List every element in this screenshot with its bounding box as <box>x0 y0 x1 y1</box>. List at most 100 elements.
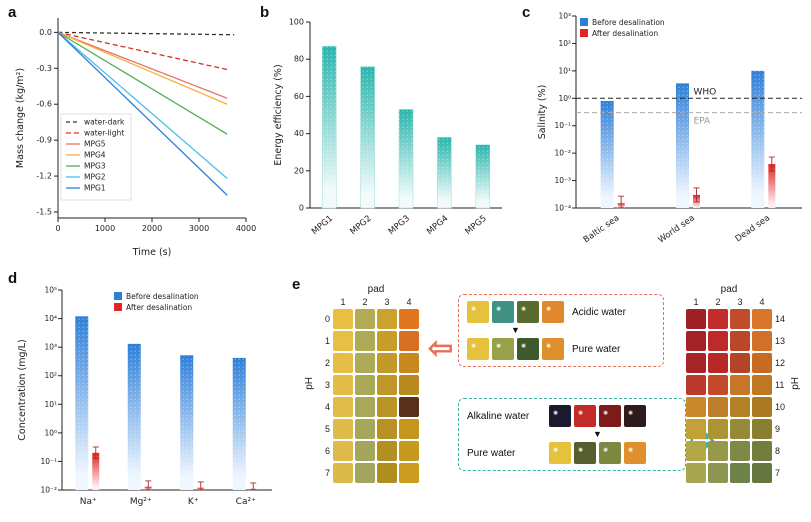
ph-cell <box>377 353 397 373</box>
ph-row-label: 14 <box>775 314 786 324</box>
svg-text:water-dark: water-dark <box>84 118 125 127</box>
ph-cell <box>708 331 728 351</box>
svg-text:MPG4: MPG4 <box>84 151 106 160</box>
panel-b: b 0 20 40 60 80 100 Energy efficiency (%) MPG1 M… <box>260 4 522 262</box>
ph-cell <box>333 397 353 417</box>
pad-photo <box>599 442 621 464</box>
ph-cell <box>399 353 419 373</box>
ph-cell <box>752 419 772 439</box>
svg-text:1000: 1000 <box>95 224 115 233</box>
ion-concentration-log-bar-chart: 10⁵ 10⁴ 10³ 10² 10¹ 10⁰ 10⁻¹ 10⁻² Concentration … <box>17 286 272 507</box>
svg-text:Time (s): Time (s) <box>132 247 172 258</box>
svg-text:MPG3: MPG3 <box>84 162 106 171</box>
svg-text:20: 20 <box>294 166 304 175</box>
svg-text:10⁰: 10⁰ <box>44 428 57 437</box>
svg-text:Salinity (%): Salinity (%) <box>537 85 548 140</box>
ph-cell <box>752 309 772 329</box>
inset-label: Alkaline water <box>467 410 530 422</box>
ph-cell <box>708 375 728 395</box>
pad-col-number: 2 <box>362 297 368 307</box>
mass-change-line-chart: 0.0 -0.3 -0.6 -0.9 -1.2 -1.50 1000 2000 3000 4000… <box>15 18 256 258</box>
svg-text:water-light: water-light <box>84 129 124 138</box>
svg-text:10²: 10² <box>44 371 57 380</box>
ph-row-label: 3 <box>324 380 330 390</box>
svg-text:EPA: EPA <box>694 117 712 127</box>
ph-row-label: 4 <box>324 402 330 412</box>
pad-photo <box>574 405 596 427</box>
ph-cell <box>730 309 750 329</box>
acidic-inset: Acidic water ▼ Pure water <box>458 294 664 367</box>
svg-text:0: 0 <box>55 224 60 233</box>
pad-col-number: 2 <box>715 297 721 307</box>
left-arrow-icon: ⇦ <box>428 332 454 365</box>
svg-text:0.0: 0.0 <box>39 28 52 37</box>
ph-row-label: 2 <box>324 358 330 368</box>
svg-text:Before desalination: Before desalination <box>592 18 665 27</box>
pad-col-number: 4 <box>759 297 765 307</box>
svg-text:MPG4: MPG4 <box>425 214 450 237</box>
svg-text:Ca²⁺: Ca²⁺ <box>236 497 256 507</box>
panel-c: c 10³ 10² 10¹ 10⁰ 10⁻¹ 10⁻² 10⁻³ 10⁻⁴ Salinity (… <box>522 4 811 262</box>
svg-text:MPG1: MPG1 <box>310 214 335 237</box>
svg-text:10⁻²: 10⁻² <box>40 486 57 495</box>
ph-cell <box>708 463 728 483</box>
svg-text:Mg²⁺: Mg²⁺ <box>130 497 152 507</box>
ph-cell <box>377 375 397 395</box>
svg-text:2000: 2000 <box>142 224 162 233</box>
svg-text:4000: 4000 <box>236 224 256 233</box>
pad-header: pad <box>720 284 738 295</box>
ph-cell <box>752 375 772 395</box>
pad-col-number: 1 <box>340 297 346 307</box>
pad-col-number: 1 <box>693 297 699 307</box>
svg-text:60: 60 <box>294 92 304 101</box>
inset-label: Pure water <box>572 343 621 355</box>
pad-photo <box>599 405 621 427</box>
ph-cell <box>377 419 397 439</box>
ph-cell <box>333 331 353 351</box>
ph-cell <box>686 441 706 461</box>
ph-cell <box>355 419 375 439</box>
ph-cell <box>752 331 772 351</box>
ph-cell <box>355 463 375 483</box>
svg-text:10⁻¹: 10⁻¹ <box>554 121 571 130</box>
ph-cell <box>730 441 750 461</box>
svg-text:10⁻³: 10⁻³ <box>554 176 571 185</box>
ph-cell <box>730 331 750 351</box>
pad-photo <box>517 301 539 323</box>
ph-cell <box>730 353 750 373</box>
ph-grid-alkaline: pad 1 2 3 4 14 13 12 11 10 9 8 7 pH <box>686 284 801 483</box>
svg-text:10³: 10³ <box>558 12 571 21</box>
svg-text:K⁺: K⁺ <box>188 497 199 507</box>
svg-text:10¹: 10¹ <box>558 66 571 75</box>
pad-photo <box>542 338 564 360</box>
ph-cell <box>730 463 750 483</box>
pad-photo-strip <box>467 338 564 360</box>
pad-photo <box>549 442 571 464</box>
pad-photo <box>492 301 514 323</box>
ph-row-label: 0 <box>324 314 330 324</box>
ph-cell <box>355 397 375 417</box>
ph-row-label: 9 <box>775 424 781 434</box>
pad-photo <box>467 338 489 360</box>
pad-col-number: 3 <box>737 297 743 307</box>
ph-cell <box>686 463 706 483</box>
svg-text:MPG5: MPG5 <box>464 214 489 237</box>
svg-text:10²: 10² <box>558 39 571 48</box>
svg-text:MPG2: MPG2 <box>84 173 106 182</box>
ph-row-label: 5 <box>324 424 330 434</box>
ph-cell <box>355 441 375 461</box>
ph-cell <box>752 441 772 461</box>
ph-row-label: 12 <box>775 358 786 368</box>
ph-cell <box>333 353 353 373</box>
svg-text:-0.9: -0.9 <box>36 136 52 145</box>
ph-cell <box>377 463 397 483</box>
svg-text:Concentration (mg/L): Concentration (mg/L) <box>17 339 28 440</box>
ph-cell <box>686 397 706 417</box>
pad-photo <box>549 405 571 427</box>
ph-row-label: 10 <box>775 402 786 412</box>
svg-text:Baltic sea: Baltic sea <box>582 213 622 245</box>
ph-row-label: 6 <box>324 446 330 456</box>
svg-text:10⁵: 10⁵ <box>44 286 57 295</box>
ph-cell <box>399 309 419 329</box>
